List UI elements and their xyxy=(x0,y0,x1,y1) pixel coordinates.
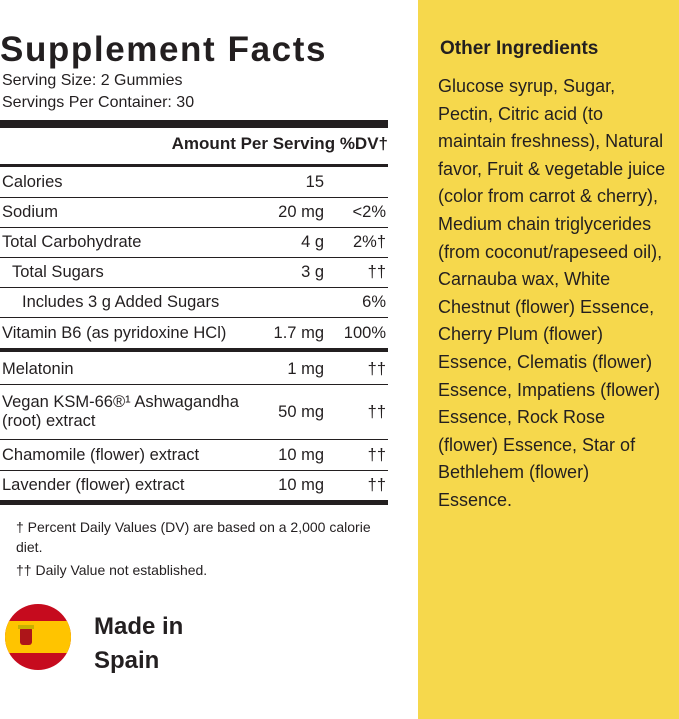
fact-row: Total Sugars 3 g †† xyxy=(0,258,388,288)
footnote: †† Daily Value not established. xyxy=(16,562,208,578)
amount: 1.7 mg xyxy=(273,323,324,342)
amount: 10 mg xyxy=(278,476,324,494)
amount: 50 mg xyxy=(278,402,324,421)
fact-row: Melatonin 1 mg †† xyxy=(0,355,388,385)
fact-row: Chamomile (flower) extract 10 mg †† xyxy=(0,440,388,471)
made-in: Made in Spain xyxy=(94,613,184,674)
amount: 10 mg xyxy=(278,445,324,464)
daily-value: †† xyxy=(367,476,386,494)
nutrient-name: Lavender (flower) extract xyxy=(2,476,185,494)
nutrient-name: Total Sugars xyxy=(12,263,104,281)
serving-size: Serving Size: 2 Gummies xyxy=(2,72,183,89)
rule xyxy=(0,120,388,128)
footnote: † Percent Daily Values (DV) are based on… xyxy=(16,519,371,555)
daily-value: 2%† xyxy=(352,233,386,251)
amount-header: Amount Per Serving xyxy=(171,134,336,153)
nutrient-name: Total Carbohydrate xyxy=(2,233,142,251)
nutrient-name: Sodium xyxy=(2,203,58,221)
daily-value: †† xyxy=(367,360,386,378)
fact-row: Vitamin B6 (as pyridoxine HCl) 1.7 mg 100% xyxy=(0,318,388,348)
nutrient-name: Vitamin B6 (as pyridoxine HCl) xyxy=(2,323,227,342)
fact-row: Calories 15 xyxy=(0,168,388,198)
amount: 20 mg xyxy=(278,203,324,221)
nutrient-name: Vegan KSM-66®¹ Ashwagandha (root) extrac… xyxy=(2,393,239,430)
title: Supplement Facts xyxy=(0,30,328,69)
daily-value: <2% xyxy=(352,203,386,221)
daily-value: 6% xyxy=(362,293,386,311)
ingredients-text: Glucose syrup, Sugar, Pectin, Citric aci… xyxy=(438,76,666,510)
nutrient-name: Calories xyxy=(2,173,63,191)
amount: 1 mg xyxy=(287,360,324,378)
fact-row: Lavender (flower) extract 10 mg †† xyxy=(0,471,388,500)
servings-per-container: Servings Per Container: 30 xyxy=(2,94,195,111)
rule xyxy=(0,164,388,167)
amount: 4 g xyxy=(301,233,324,251)
dv-header: %DV† xyxy=(339,134,388,153)
fact-row: Includes 3 g Added Sugars 6% xyxy=(0,288,388,318)
fact-row: Total Carbohydrate 4 g 2%† xyxy=(0,228,388,258)
rule xyxy=(0,500,388,505)
other-ingredients: Other Ingredients Glucose syrup, Sugar, … xyxy=(418,0,679,719)
header: Amount Per Serving %DV† xyxy=(0,134,388,154)
spain-flag xyxy=(5,604,71,670)
daily-value: †† xyxy=(367,263,386,281)
nutrient-name: Chamomile (flower) extract xyxy=(2,445,200,464)
nutrient-name: Includes 3 g Added Sugars xyxy=(22,293,220,311)
amount: 3 g xyxy=(301,263,324,281)
daily-value: †† xyxy=(367,402,386,421)
nutrient-name: Melatonin xyxy=(2,360,74,378)
daily-value: 100% xyxy=(343,323,386,342)
ingredients-title: Other Ingredients xyxy=(440,38,599,59)
amount: 15 xyxy=(305,173,324,191)
fact-row: Sodium 20 mg <2% xyxy=(0,198,388,228)
fact-row: Vegan KSM-66®¹ Ashwagandha (root) extrac… xyxy=(0,385,388,440)
daily-value: †† xyxy=(367,445,386,464)
rule xyxy=(0,348,388,352)
